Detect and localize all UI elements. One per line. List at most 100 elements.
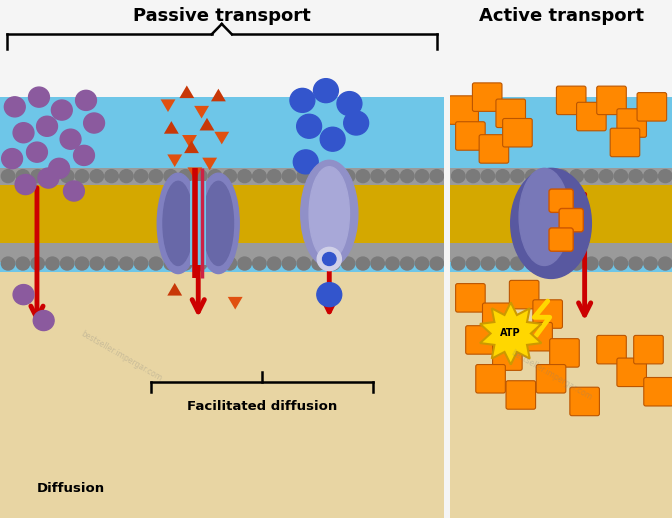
- Circle shape: [401, 257, 414, 270]
- FancyBboxPatch shape: [549, 228, 573, 251]
- Bar: [450, 184, 672, 204]
- Circle shape: [297, 169, 310, 183]
- Text: Passive transport: Passive transport: [133, 7, 310, 25]
- Bar: [0, 168, 444, 184]
- Circle shape: [1, 169, 15, 183]
- Circle shape: [356, 169, 370, 183]
- Circle shape: [31, 257, 44, 270]
- Bar: [0, 97, 444, 272]
- Circle shape: [371, 169, 384, 183]
- FancyBboxPatch shape: [597, 336, 626, 364]
- Circle shape: [105, 169, 118, 183]
- Circle shape: [90, 169, 103, 183]
- Circle shape: [430, 257, 444, 270]
- Circle shape: [327, 257, 340, 270]
- Circle shape: [149, 257, 163, 270]
- FancyBboxPatch shape: [570, 387, 599, 415]
- Circle shape: [253, 169, 266, 183]
- Circle shape: [386, 169, 399, 183]
- Circle shape: [629, 169, 642, 183]
- FancyBboxPatch shape: [476, 365, 505, 393]
- Circle shape: [120, 257, 133, 270]
- Circle shape: [511, 257, 524, 270]
- Circle shape: [134, 257, 148, 270]
- Circle shape: [296, 114, 321, 138]
- Circle shape: [290, 89, 314, 112]
- FancyBboxPatch shape: [523, 322, 552, 351]
- Circle shape: [496, 257, 509, 270]
- Circle shape: [105, 257, 118, 270]
- Circle shape: [659, 169, 672, 183]
- Circle shape: [317, 283, 342, 307]
- Circle shape: [481, 169, 495, 183]
- FancyBboxPatch shape: [506, 381, 536, 409]
- Circle shape: [38, 168, 59, 188]
- Circle shape: [312, 257, 325, 270]
- Circle shape: [599, 257, 613, 270]
- Text: ATP: ATP: [501, 328, 521, 338]
- FancyBboxPatch shape: [456, 284, 485, 312]
- Circle shape: [223, 169, 237, 183]
- Circle shape: [317, 247, 341, 270]
- Circle shape: [297, 257, 310, 270]
- Circle shape: [327, 169, 340, 183]
- Circle shape: [13, 284, 34, 305]
- FancyBboxPatch shape: [496, 99, 526, 127]
- Bar: [444, 0, 450, 518]
- Circle shape: [585, 169, 598, 183]
- Circle shape: [452, 169, 465, 183]
- Polygon shape: [202, 157, 217, 170]
- Circle shape: [496, 169, 509, 183]
- Circle shape: [1, 257, 15, 270]
- FancyBboxPatch shape: [556, 86, 586, 114]
- Ellipse shape: [198, 173, 239, 274]
- Circle shape: [644, 257, 657, 270]
- Circle shape: [343, 111, 369, 135]
- Circle shape: [13, 123, 34, 143]
- FancyBboxPatch shape: [634, 336, 663, 364]
- FancyBboxPatch shape: [610, 128, 640, 157]
- FancyBboxPatch shape: [472, 83, 502, 111]
- Circle shape: [282, 257, 296, 270]
- Circle shape: [481, 257, 495, 270]
- Bar: [190, 181, 206, 265]
- Polygon shape: [211, 89, 226, 102]
- Circle shape: [134, 169, 148, 183]
- Circle shape: [238, 169, 251, 183]
- FancyBboxPatch shape: [456, 122, 485, 150]
- Circle shape: [1, 149, 23, 169]
- Bar: [450, 204, 672, 243]
- Ellipse shape: [163, 181, 194, 265]
- FancyBboxPatch shape: [536, 365, 566, 393]
- Circle shape: [313, 79, 339, 103]
- Circle shape: [341, 257, 355, 270]
- Circle shape: [164, 169, 177, 183]
- FancyBboxPatch shape: [549, 189, 573, 212]
- FancyBboxPatch shape: [597, 86, 626, 114]
- Circle shape: [526, 169, 539, 183]
- Polygon shape: [182, 135, 197, 148]
- Circle shape: [46, 169, 59, 183]
- Circle shape: [599, 169, 613, 183]
- Polygon shape: [228, 297, 243, 309]
- Circle shape: [555, 169, 569, 183]
- Circle shape: [75, 257, 89, 270]
- Circle shape: [312, 169, 325, 183]
- Circle shape: [179, 169, 192, 183]
- Circle shape: [253, 257, 266, 270]
- FancyBboxPatch shape: [637, 93, 667, 121]
- FancyBboxPatch shape: [577, 103, 606, 131]
- Ellipse shape: [203, 181, 234, 265]
- Circle shape: [659, 257, 672, 270]
- Circle shape: [585, 257, 598, 270]
- Polygon shape: [214, 132, 229, 145]
- Circle shape: [194, 257, 207, 270]
- Circle shape: [321, 127, 345, 151]
- Circle shape: [452, 257, 465, 270]
- Circle shape: [337, 92, 362, 116]
- Circle shape: [28, 87, 50, 107]
- Bar: [450, 97, 672, 272]
- Bar: [0, 184, 444, 204]
- Circle shape: [555, 257, 569, 270]
- Circle shape: [356, 257, 370, 270]
